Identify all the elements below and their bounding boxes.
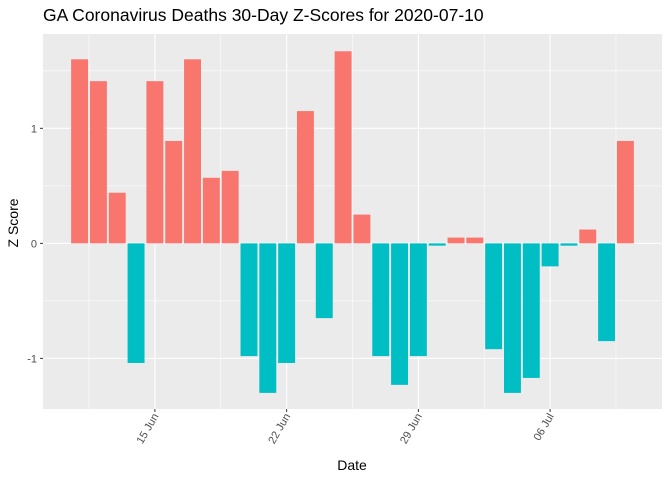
- bar: [240, 243, 258, 357]
- bar: [278, 243, 296, 363]
- bar: [541, 243, 559, 267]
- bar: [409, 243, 427, 357]
- y-tick-label: 0: [31, 238, 37, 250]
- bar: [466, 237, 484, 244]
- bar: [353, 214, 371, 244]
- bar: [71, 59, 89, 244]
- bar: [221, 170, 239, 244]
- bar: [598, 243, 616, 342]
- bar: [485, 243, 503, 350]
- bar: [522, 243, 540, 378]
- x-tick-label: 15 Jun: [135, 412, 162, 447]
- bar: [560, 243, 578, 246]
- bar: [146, 81, 164, 244]
- bar: [259, 243, 277, 393]
- bar: [184, 59, 201, 244]
- bar: [127, 243, 145, 363]
- bar: [391, 243, 409, 385]
- x-tick-label: 29 Jun: [398, 412, 425, 447]
- bar: [334, 51, 352, 244]
- y-axis-title: Z Score: [5, 198, 21, 247]
- x-tick-label: 06 Jul: [532, 412, 557, 443]
- bar: [89, 81, 107, 244]
- x-tick-label: 22 Jun: [266, 412, 293, 447]
- bar: [579, 229, 597, 244]
- bar: [202, 177, 220, 244]
- y-tick-label: 1: [31, 123, 37, 135]
- bar: [504, 243, 521, 393]
- bar: [428, 243, 446, 246]
- bar: [165, 140, 183, 244]
- bar: [315, 243, 333, 319]
- bar: [616, 140, 634, 244]
- bar: [372, 243, 390, 357]
- x-axis-title: Date: [337, 457, 367, 473]
- chart-title: GA Coronavirus Deaths 30-Day Z-Scores fo…: [43, 5, 484, 25]
- y-tick-label: -1: [27, 353, 37, 365]
- bar: [296, 111, 314, 244]
- bar: [447, 237, 465, 244]
- bar: [108, 192, 126, 244]
